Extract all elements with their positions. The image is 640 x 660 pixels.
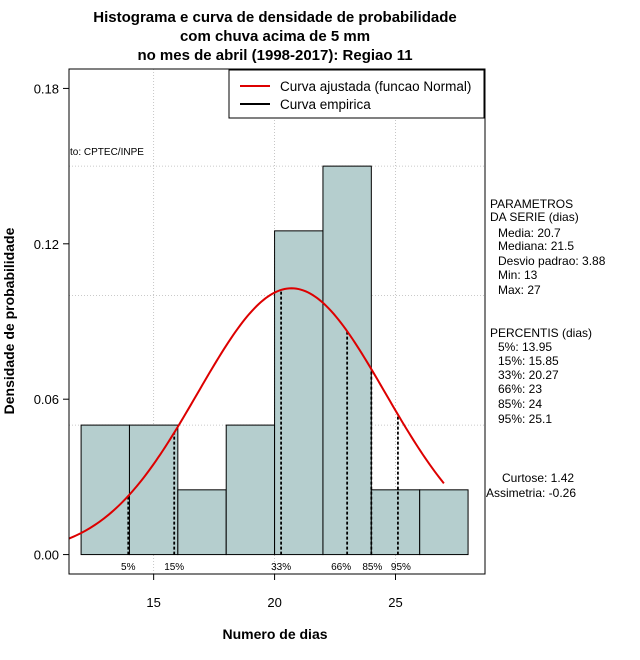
histogram-bar-0 xyxy=(80,424,130,556)
side-panel: PARAMETROS DA SERIE (dias) Media: 20.7 M… xyxy=(486,197,606,500)
plot-frame xyxy=(68,68,486,575)
percentile-label-1: 15% xyxy=(164,562,184,573)
histogram-bar-6 xyxy=(370,489,421,556)
percentile-label-3: 66% xyxy=(331,562,351,573)
param-media: Media: 20.7 xyxy=(498,226,561,240)
percentil-15: 15%: 15.85 xyxy=(498,354,559,368)
x-tick-label-2: 25 xyxy=(388,595,402,610)
x-axis: 15 20 25 xyxy=(146,574,403,610)
y-axis: 0.00 0.06 0.12 0.18 xyxy=(34,81,69,563)
percentil-5: 5%: 13.95 xyxy=(498,340,552,354)
percentile-lines: 5% 15% 33% 66% 85% 95% xyxy=(121,289,411,573)
percentil-85: 85%: 24 xyxy=(498,397,542,411)
title-line-1: Histograma e curva de densidade de proba… xyxy=(93,9,456,26)
percentil-33: 33%: 20.27 xyxy=(498,368,559,382)
y-tick-label-1: 0.06 xyxy=(34,392,59,407)
legend-label-empirical: Curva empirica xyxy=(280,97,371,112)
percentis-header: PERCENTIS (dias) xyxy=(490,326,592,340)
histogram-bar-4 xyxy=(274,230,324,556)
histogram-bar-3 xyxy=(225,424,276,556)
y-axis-title: Densidade de probabilidade xyxy=(1,227,17,414)
x-axis-title: Numero de dias xyxy=(222,626,327,642)
legend-label-normal: Curva ajustada (funcao Normal) xyxy=(280,79,471,94)
y-tick-label-2: 0.12 xyxy=(34,237,59,252)
normal-fit-curve xyxy=(68,287,445,540)
histogram-bar-1 xyxy=(128,424,179,556)
assimetria: Assimetria: -0.26 xyxy=(486,486,576,500)
source-note: to: CPTEC/INPE xyxy=(70,147,144,158)
histogram-bars xyxy=(80,165,469,556)
params-header-1: PARAMETROS xyxy=(490,197,573,211)
percentile-label-5: 95% xyxy=(391,562,411,573)
percentile-label-0: 5% xyxy=(121,562,136,573)
y-tick-label-0: 0.00 xyxy=(34,548,59,563)
percentile-label-2: 33% xyxy=(271,562,291,573)
param-min: Min: 13 xyxy=(498,268,538,282)
histogram-bar-2 xyxy=(177,489,227,556)
percentil-95: 95%: 25.1 xyxy=(498,412,552,426)
curtose: Curtose: 1.42 xyxy=(502,471,574,485)
y-tick-label-3: 0.18 xyxy=(34,81,59,96)
title-line-2: com chuva acima de 5 mm xyxy=(180,28,370,45)
param-max: Max: 27 xyxy=(498,283,541,297)
percentile-label-4: 85% xyxy=(362,562,382,573)
title-line-3: no mes de abril (1998-2017): Regiao 11 xyxy=(137,47,412,64)
histogram-bar-7 xyxy=(419,489,469,556)
percentil-66: 66%: 23 xyxy=(498,382,542,396)
legend: Curva ajustada (funcao Normal) Curva emp… xyxy=(228,69,485,119)
legend-box xyxy=(228,69,485,119)
params-header-2: DA SERIE (dias) xyxy=(490,210,579,224)
histogram-bar-5 xyxy=(322,165,372,556)
param-desvio: Desvio padrao: 3.88 xyxy=(498,254,606,268)
param-mediana: Mediana: 21.5 xyxy=(498,239,574,253)
chart-title: Histograma e curva de densidade de proba… xyxy=(93,9,456,64)
x-tick-label-0: 15 xyxy=(146,595,160,610)
x-tick-label-1: 20 xyxy=(267,595,281,610)
